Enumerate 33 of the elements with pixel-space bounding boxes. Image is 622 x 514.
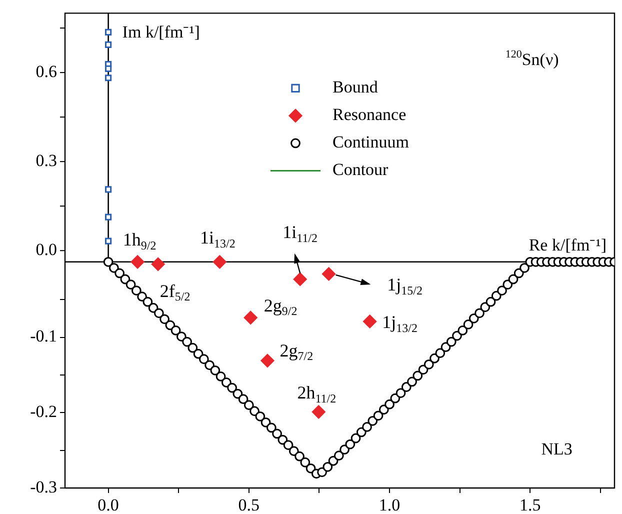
point [105,65,112,72]
point [151,257,165,271]
point [260,354,274,368]
x-tick-label: 0.5 [238,496,260,514]
ref-line-label: Im k/[fm⁻¹] [122,22,200,42]
point [363,314,377,328]
y2-tick-label: 0.6 [36,62,57,82]
legend-label: Bound [332,78,378,97]
y-tick-label: -0.2 [30,402,57,422]
point [105,74,112,82]
point [212,255,226,269]
y-tick-label: -0.1 [30,326,57,346]
y2-tick-label: 0.3 [36,151,57,170]
point [105,238,112,244]
y2-tick-label: 0.0 [36,240,57,260]
legend-label: Resonance [332,105,406,124]
annotation: NL3 [541,439,572,458]
x-tick-label: 0.0 [98,496,119,514]
point [105,214,112,220]
legend-label: Continuum [332,132,410,152]
ref-line-label: Re k/[fm⁻¹] [528,235,607,254]
point [322,267,336,281]
point [293,272,307,286]
point [105,186,112,193]
point [244,310,258,324]
x-tick-label: 1.0 [378,496,400,514]
point [130,255,144,269]
x-tick-label: 1.5 [520,496,541,514]
legend-label: Contour [332,160,389,180]
point [105,41,112,48]
point [312,405,326,419]
y-tick-label: -0.3 [30,477,57,496]
point [105,28,112,36]
